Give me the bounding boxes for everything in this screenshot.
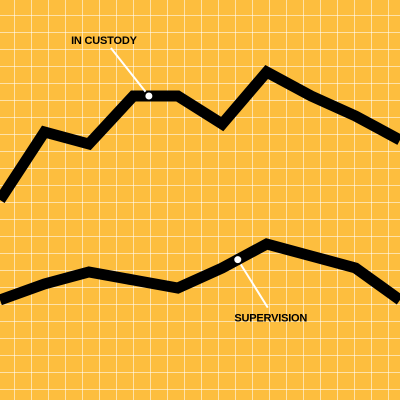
leader-line-1 [110,47,150,97]
series-layer [0,65,400,306]
leader-line-2 [236,259,269,309]
series-label-2: SUPERVISION [234,313,307,325]
annotation-layer: IN CUSTODY SUPERVISION [71,35,308,325]
series-line-1 [0,65,400,204]
series-marker-1 [143,90,155,102]
series-line-2 [0,238,400,306]
series-label-1: IN CUSTODY [71,35,138,47]
series-marker-2 [232,254,244,266]
